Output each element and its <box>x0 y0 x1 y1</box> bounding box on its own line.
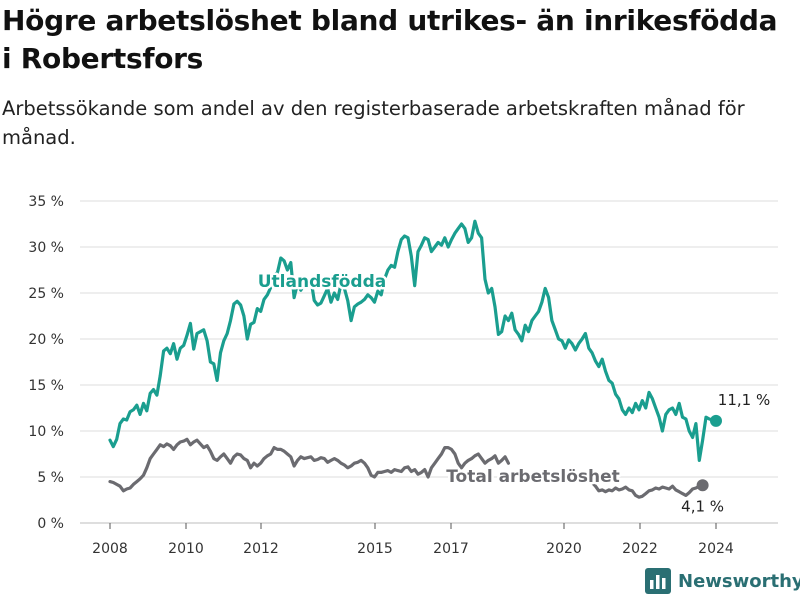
brand-logo: Newsworthy <box>645 568 800 594</box>
y-tick-label: 15 % <box>28 378 64 394</box>
y-tick-label: 5 % <box>37 470 64 486</box>
brand-name: Newsworthy <box>678 570 800 592</box>
x-tick-label: 2015 <box>357 541 393 557</box>
end-label-total: 4,1 % <box>681 497 724 515</box>
series-line-utlandsfodda <box>108 219 718 462</box>
y-tick-label: 25 % <box>28 286 64 302</box>
series-line-total <box>580 477 705 499</box>
end-point-total <box>696 479 709 492</box>
y-tick-label: 30 % <box>28 240 64 256</box>
newsworthy-icon <box>645 568 671 594</box>
series-name-halo: Utlandsfödda <box>258 272 387 292</box>
series-name-label: Utlandsfödda <box>258 272 387 292</box>
x-tick-label: 2022 <box>622 541 658 557</box>
x-tick-label: 2012 <box>243 541 279 557</box>
chart-subtitle: Arbetssökande som andel av den registerb… <box>2 97 745 149</box>
x-tick-label: 2017 <box>433 541 469 557</box>
series-lines <box>108 219 722 499</box>
series-name-label: Total arbetslöshet <box>446 467 620 487</box>
x-tick-label: 2024 <box>698 541 734 557</box>
y-tick-label: 0 % <box>37 516 64 532</box>
series-name-halo: Total arbetslöshet <box>446 467 620 487</box>
x-tick-label: 2008 <box>92 541 128 557</box>
x-tick-label: 2010 <box>168 541 204 557</box>
y-axis: 0 % 5 % 10 % 15 % 20 % 25 % 30 % 35 % <box>28 194 64 532</box>
end-label-utlandsfodda: 11,1 % <box>718 391 770 409</box>
series-line-total <box>108 437 510 493</box>
x-axis: 2008 2010 2012 2015 2017 2020 2022 2024 <box>92 523 734 557</box>
x-tick-label: 2020 <box>546 541 582 557</box>
end-point-utlandsfodda <box>710 414 722 427</box>
chart-title: Högre arbetslöshet bland utrikes- än inr… <box>2 4 778 75</box>
series-labels: 11,1 %4,1 %UtlandsföddaUtlandsföddaTotal… <box>255 270 770 516</box>
y-tick-label: 35 % <box>28 194 64 210</box>
y-tick-label: 20 % <box>28 332 64 348</box>
y-tick-label: 10 % <box>28 424 64 440</box>
